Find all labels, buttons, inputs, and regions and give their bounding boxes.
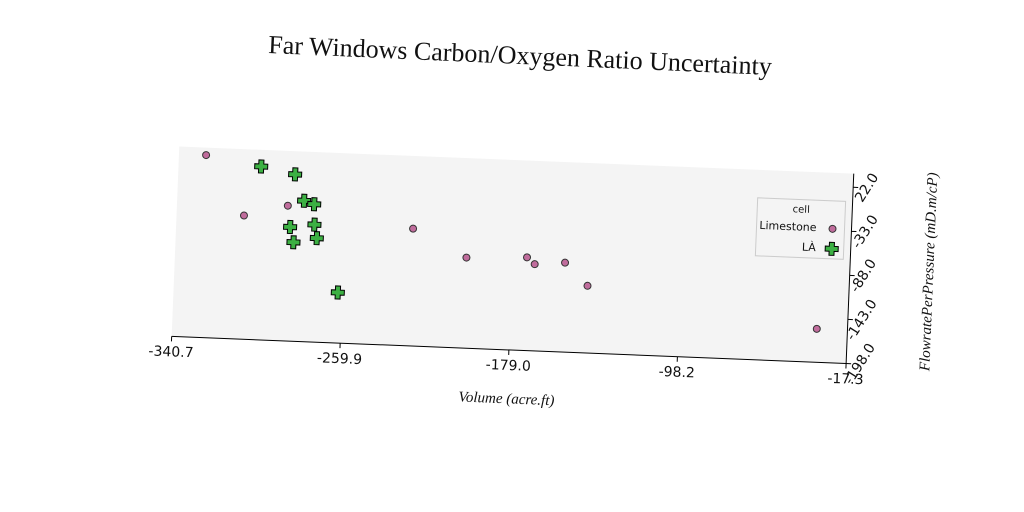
plot-area: [171, 146, 854, 364]
plot-group: Volume (acre.ft) FlowratePerPressure (mD…: [148, 146, 941, 409]
x-axis-label: Volume (acre.ft): [458, 389, 555, 409]
point: [283, 201, 292, 210]
point: [202, 151, 211, 160]
point: [583, 281, 592, 290]
point: [282, 219, 298, 235]
x-tick-label: -179.0: [485, 357, 531, 375]
point: [286, 235, 301, 250]
legend-box: [754, 197, 847, 260]
point: [330, 285, 345, 300]
chart-title: Far Windows Carbon/Oxygen Ratio Uncertai…: [268, 30, 773, 81]
point: [254, 159, 269, 174]
legend-label: LÀ: [802, 241, 817, 255]
y-tick-label: 22.0: [852, 170, 882, 205]
point: [288, 167, 303, 182]
point: [309, 231, 324, 246]
point: [462, 253, 471, 262]
legend-label: Limestone: [759, 219, 817, 234]
x-tick-label: -340.7: [148, 343, 194, 361]
y-axis: [845, 173, 855, 364]
y-axis-label: FlowratePerPressure (mD.m/cP): [917, 172, 941, 372]
legend-title: cell: [792, 204, 810, 216]
point: [409, 224, 418, 233]
point: [530, 260, 539, 269]
point: [523, 253, 532, 262]
x-tick-label: -98.2: [658, 364, 695, 381]
point: [239, 211, 248, 220]
legend-marker: [824, 241, 839, 256]
point: [296, 193, 312, 208]
point: [561, 258, 570, 267]
x-tick-label: -259.9: [317, 350, 363, 368]
x-tick-label: -17.3: [827, 371, 864, 388]
point: [812, 324, 821, 333]
point: [307, 197, 322, 212]
legend-marker: [828, 224, 837, 233]
